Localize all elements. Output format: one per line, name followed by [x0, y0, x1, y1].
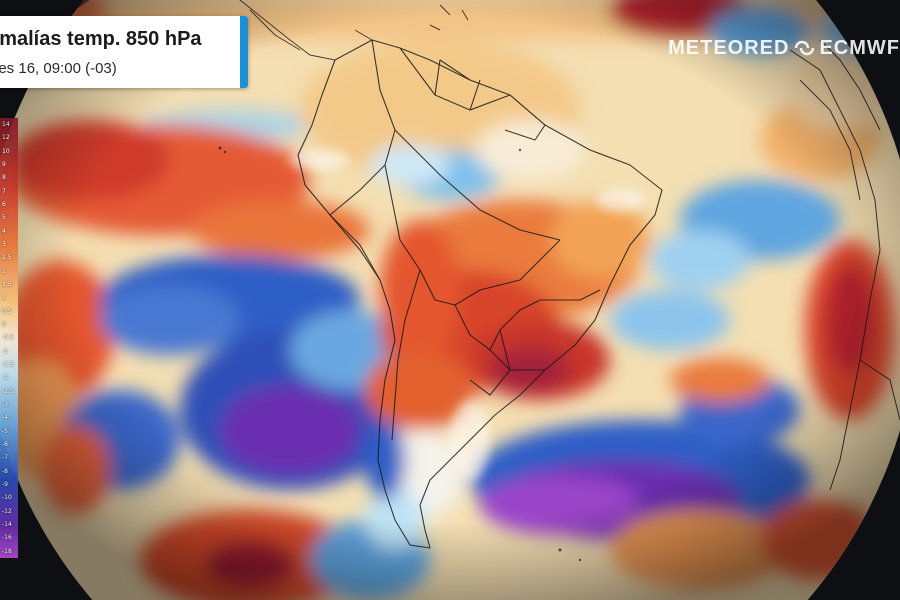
scale-tick-label: -18	[2, 547, 12, 555]
scale-tick-label: 2.5	[2, 254, 12, 262]
scale-tick-label: -4	[2, 414, 8, 422]
scale-tick-label: 3	[2, 241, 6, 248]
scale-tick-label: -10	[2, 494, 12, 502]
scale-tick-label: 6	[2, 201, 6, 208]
accent-bar	[240, 16, 248, 88]
scale-tick-label: 1.5	[2, 281, 12, 288]
scale-tick-label: -5	[2, 427, 8, 435]
scale-tick-label: 12	[2, 134, 10, 142]
meteored-logo-icon	[795, 40, 815, 56]
scale-tick-label: -2.5	[2, 387, 14, 395]
scale-tick-label: -7	[2, 454, 8, 462]
scale-tick-label: -6	[2, 441, 8, 448]
map-datetime: nes 16, 09:00 (-03)	[0, 60, 117, 77]
color-scale: 14 12 10 9 8 7 6 5 4 3 2.5 2 1.5 1 0.5 0 -0.5 -1 -1.5 -2 -2.…	[0, 118, 18, 558]
scale-tick-label: 14	[2, 121, 10, 128]
scale-tick-label: 10	[2, 147, 10, 155]
meteored-wordmark: METEORED	[668, 36, 790, 59]
scale-tick-label: 2	[2, 267, 6, 275]
scale-tick-label: -14	[2, 521, 12, 528]
scale-tick-label: 9	[2, 161, 6, 168]
scale-tick-label: -3	[2, 401, 8, 408]
scale-tick-label: -1.5	[2, 361, 14, 368]
scale-tick-label: -8	[2, 467, 8, 475]
scale-tick-label: -2	[2, 374, 8, 382]
scale-tick-label: 1	[2, 294, 6, 302]
scale-tick-label: 4	[2, 227, 6, 235]
scale-tick-label: 8	[2, 174, 6, 182]
map-title: omalías temp. 850 hPa	[0, 28, 202, 50]
brand-watermark: METEORED ECMWF	[668, 36, 900, 60]
scale-tick-label: -16	[2, 534, 12, 542]
title-panel: omalías temp. 850 hPa nes 16, 09:00 (-03…	[0, 16, 248, 88]
scale-tick-label: -1	[2, 347, 8, 355]
scale-tick-label: 5	[2, 214, 6, 222]
ecmwf-wordmark: ECMWF	[819, 36, 900, 59]
scale-tick-label: -0.5	[2, 334, 14, 342]
scale-tick-label: 0	[2, 321, 6, 328]
scale-tick-label: -9	[2, 481, 8, 488]
scale-tick-label: 7	[2, 187, 6, 195]
scale-tick-label: 0.5	[2, 307, 12, 315]
scale-tick-label: -12	[2, 507, 12, 515]
